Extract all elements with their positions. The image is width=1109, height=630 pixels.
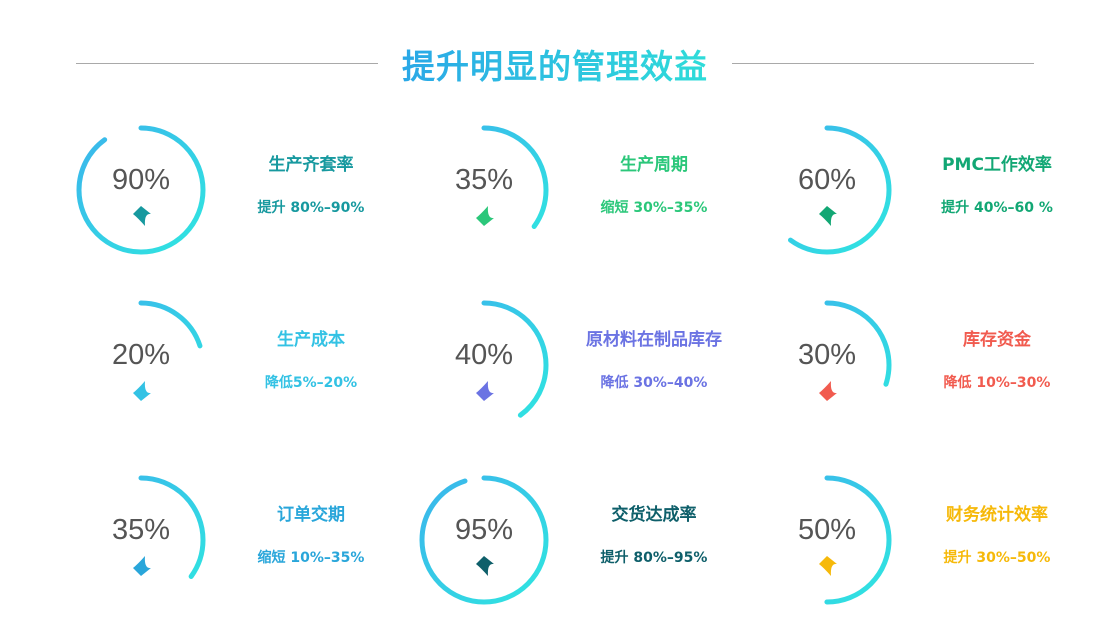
progress-arc bbox=[76, 475, 206, 605]
metric-card: 60% PMC工作效率 提升 40%–60 % bbox=[757, 120, 1100, 280]
percent-value: 30% bbox=[797, 339, 857, 371]
metric-description: 提升 80%–95% bbox=[600, 550, 708, 566]
progress-arc bbox=[419, 475, 549, 605]
arrow-down-icon bbox=[819, 381, 837, 401]
progress-ring bbox=[76, 125, 206, 255]
arrow-up-icon bbox=[819, 206, 837, 226]
metric-description: 缩短 10%–35% bbox=[257, 550, 365, 566]
percent-value: 35% bbox=[454, 164, 514, 196]
metric-card: 30% 库存资金 降低 10%–30% bbox=[757, 295, 1100, 455]
metric-label: PMC工作效率 bbox=[942, 155, 1052, 175]
progress-arc bbox=[762, 475, 892, 605]
progress-arc bbox=[419, 125, 549, 255]
metric-label: 订单交期 bbox=[277, 505, 345, 525]
metric-description: 缩短 30%–35% bbox=[600, 200, 708, 216]
progress-arc bbox=[76, 125, 206, 255]
metric-label: 生产齐套率 bbox=[268, 155, 354, 175]
progress-ring bbox=[419, 475, 549, 605]
percent-value: 20% bbox=[111, 339, 171, 371]
metric-description: 提升 40%–60 % bbox=[941, 200, 1053, 216]
progress-ring bbox=[762, 125, 892, 255]
metric-card: 35% 订单交期 缩短 10%–35% bbox=[71, 470, 414, 630]
page-title: 提升明显的管理效益 bbox=[380, 40, 730, 88]
title-rule-left bbox=[76, 63, 378, 64]
progress-ring bbox=[76, 475, 206, 605]
progress-ring bbox=[762, 300, 892, 430]
arrow-down-icon bbox=[133, 556, 151, 576]
metric-label: 生产成本 bbox=[277, 330, 345, 350]
metric-card: 20% 生产成本 降低5%–20% bbox=[71, 295, 414, 455]
percent-value: 35% bbox=[111, 514, 171, 546]
percent-value: 60% bbox=[797, 164, 857, 196]
metric-label: 库存资金 bbox=[963, 330, 1031, 350]
metric-description: 提升 30%–50% bbox=[943, 550, 1051, 566]
progress-ring bbox=[419, 300, 549, 430]
metric-description: 提升 80%–90% bbox=[257, 200, 365, 216]
metric-description: 降低 30%–40% bbox=[600, 375, 708, 391]
progress-arc bbox=[76, 300, 206, 430]
percent-value: 50% bbox=[797, 514, 857, 546]
percent-value: 95% bbox=[454, 514, 514, 546]
arrow-down-icon bbox=[133, 381, 151, 401]
arrow-up-icon bbox=[476, 556, 494, 576]
metric-label: 生产周期 bbox=[620, 155, 688, 175]
arrow-down-icon bbox=[476, 381, 494, 401]
title-rule-right bbox=[732, 63, 1034, 64]
metric-label: 原材料在制品库存 bbox=[586, 330, 722, 350]
progress-arc bbox=[419, 300, 549, 430]
metric-card: 40% 原材料在制品库存 降低 30%–40% bbox=[414, 295, 757, 455]
metric-card: 50% 财务统计效率 提升 30%–50% bbox=[757, 470, 1100, 630]
arrow-up-icon bbox=[819, 556, 837, 576]
arrow-up-icon bbox=[133, 206, 151, 226]
metric-card: 95% 交货达成率 提升 80%–95% bbox=[414, 470, 757, 630]
metric-description: 降低5%–20% bbox=[264, 375, 358, 391]
arrow-down-icon bbox=[476, 206, 494, 226]
metric-label: 交货达成率 bbox=[611, 505, 697, 525]
metric-label: 财务统计效率 bbox=[946, 505, 1048, 525]
metric-description: 降低 10%–30% bbox=[943, 375, 1051, 391]
metric-card: 35% 生产周期 缩短 30%–35% bbox=[414, 120, 757, 280]
progress-arc bbox=[762, 300, 892, 430]
progress-ring bbox=[419, 125, 549, 255]
percent-value: 90% bbox=[111, 164, 171, 196]
metric-card: 90% 生产齐套率 提升 80%–90% bbox=[71, 120, 414, 280]
progress-arc bbox=[762, 125, 892, 255]
percent-value: 40% bbox=[454, 339, 514, 371]
progress-ring bbox=[76, 300, 206, 430]
progress-ring bbox=[762, 475, 892, 605]
